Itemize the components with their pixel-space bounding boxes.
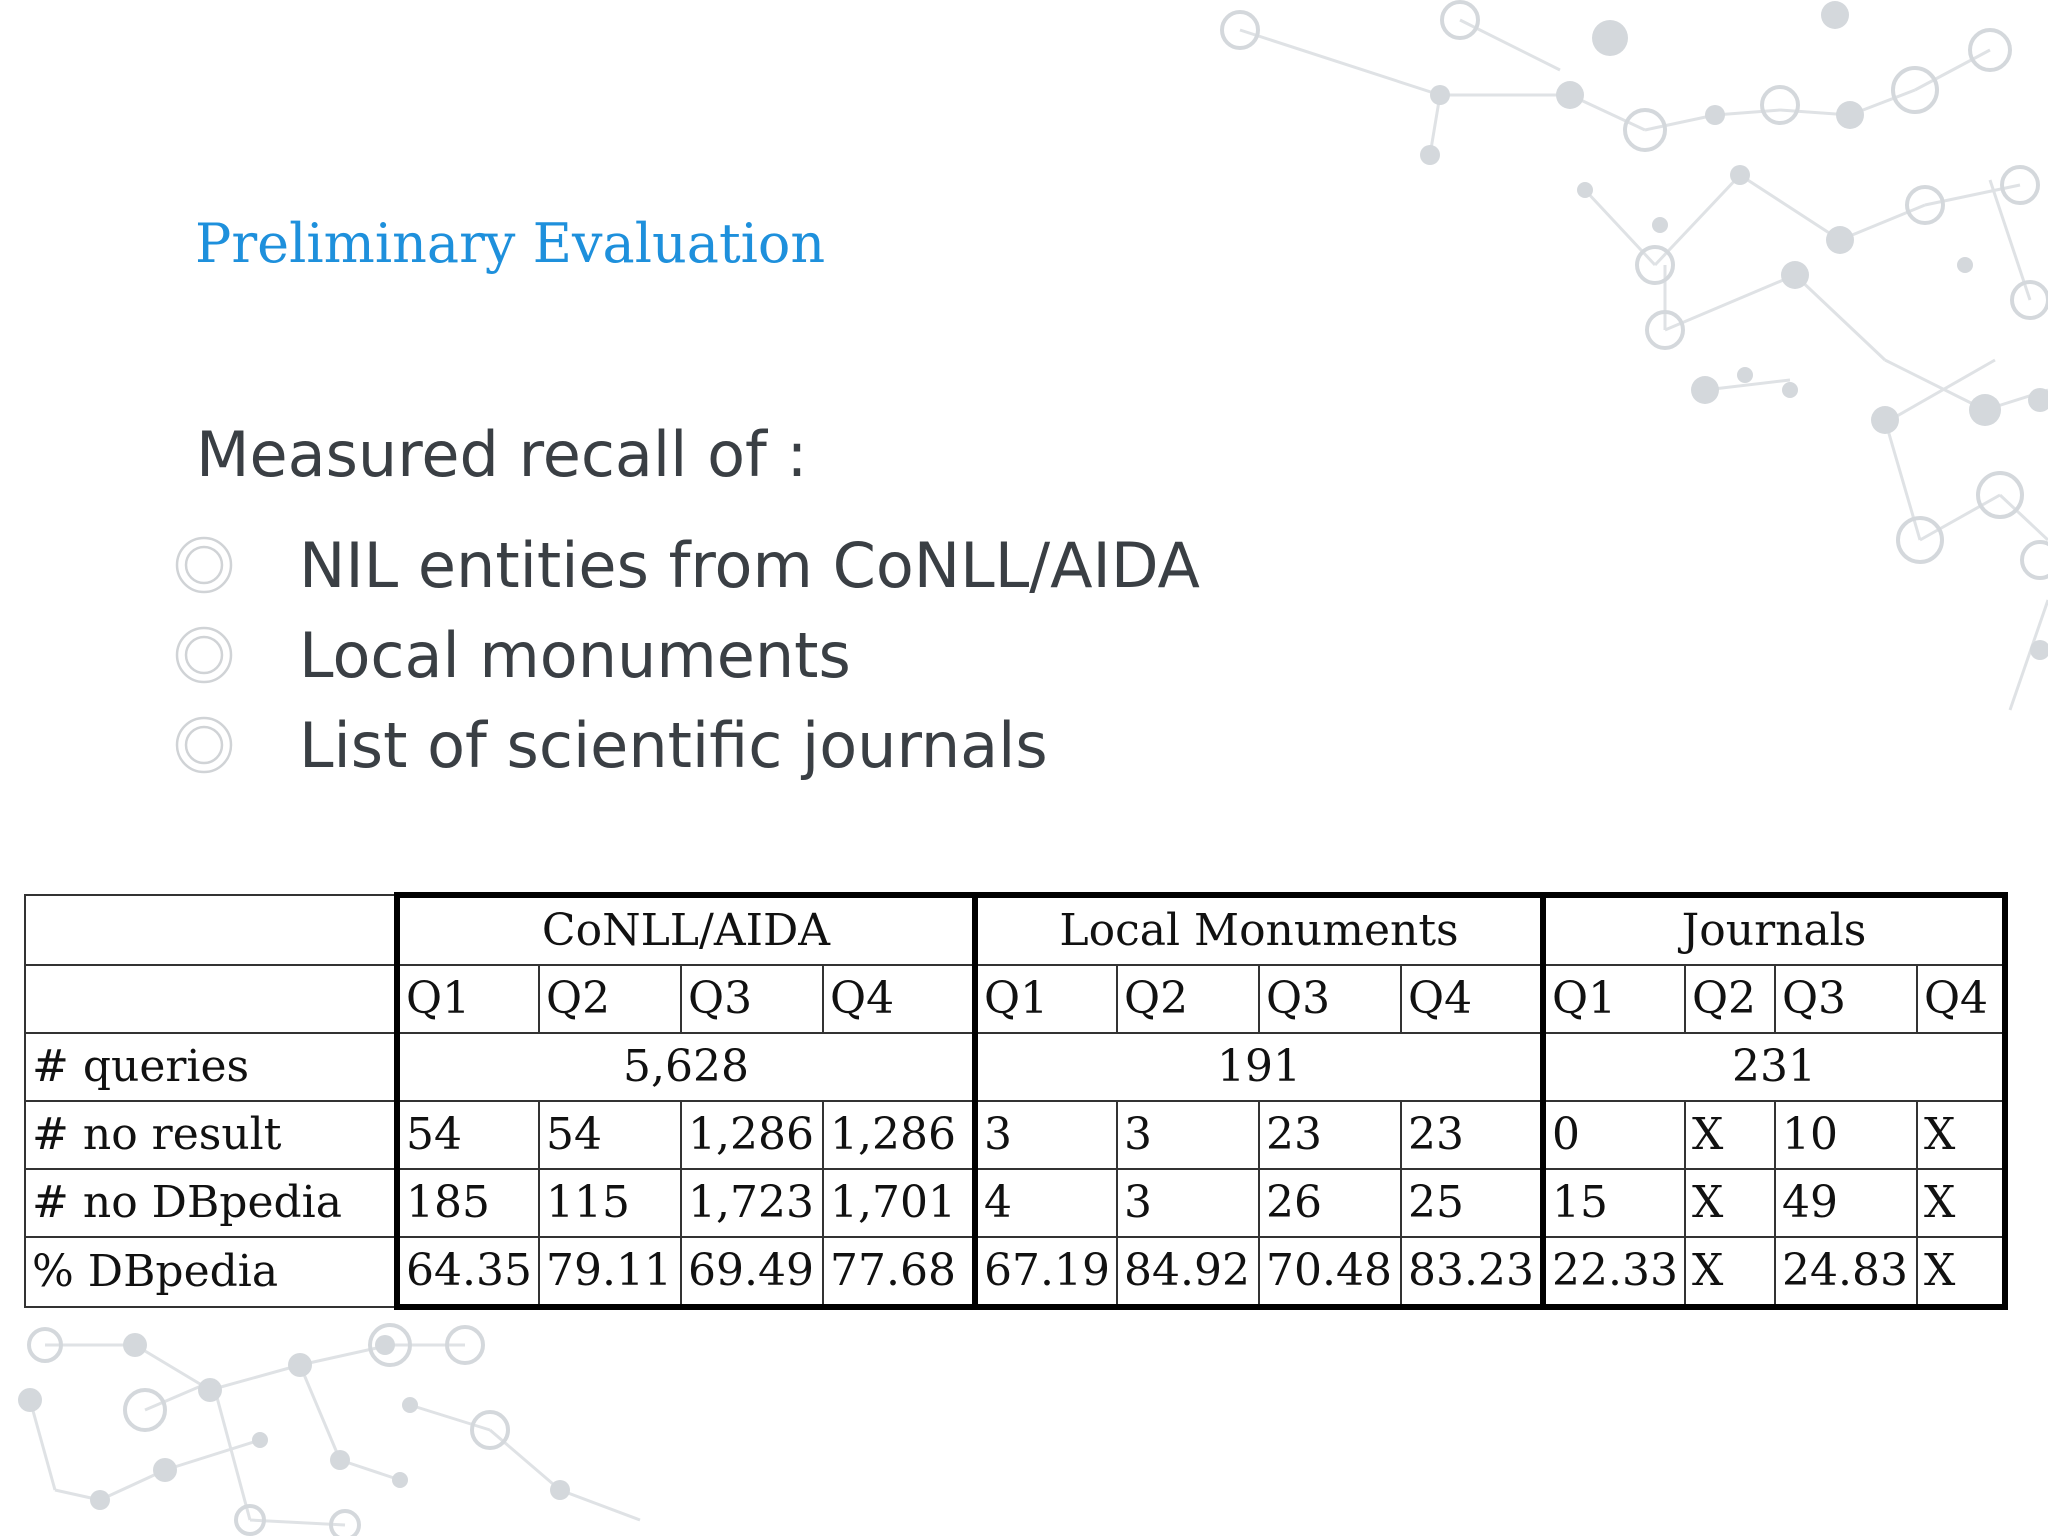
table-cell: 4 bbox=[972, 1168, 1118, 1238]
bullseye-bullet-icon bbox=[175, 536, 233, 594]
table-cell: 185 bbox=[394, 1168, 540, 1238]
table-cell: 3 bbox=[1116, 1168, 1260, 1238]
table-cell: 1,286 bbox=[680, 1100, 824, 1170]
bullseye-bullet-icon bbox=[175, 626, 233, 684]
table-cell: 10 bbox=[1773, 1100, 1918, 1170]
table-row: % DBpedia 64.35 79.11 69.49 77.68 67.19 … bbox=[24, 1236, 2008, 1310]
table-cell: 26 bbox=[1258, 1168, 1402, 1238]
bullseye-bullet-icon bbox=[175, 716, 233, 774]
table-cell: 3 bbox=[972, 1100, 1118, 1170]
slide-title: Preliminary Evaluation bbox=[195, 212, 826, 275]
table-cell: X bbox=[1915, 1100, 2008, 1170]
table-cell: 1,286 bbox=[822, 1100, 978, 1170]
table-cell: 24.83 bbox=[1773, 1236, 1918, 1310]
table-cell: 77.68 bbox=[822, 1236, 978, 1310]
table-cell: 83.23 bbox=[1400, 1236, 1546, 1310]
table-cell: 0 bbox=[1540, 1100, 1686, 1170]
row-label: # queries bbox=[24, 1032, 398, 1102]
bullet-item: List of scientific journals bbox=[175, 700, 1200, 790]
quarter-header: Q1 bbox=[972, 964, 1118, 1034]
table-corner-cell bbox=[24, 894, 398, 966]
quarter-header: Q4 bbox=[822, 964, 978, 1034]
queries-count-conll: 5,628 bbox=[394, 1032, 978, 1102]
quarter-header: Q2 bbox=[538, 964, 682, 1034]
bullet-item: NIL entities from CoNLL/AIDA bbox=[175, 520, 1200, 610]
quarter-header: Q1 bbox=[394, 964, 540, 1034]
table-cell: 23 bbox=[1400, 1100, 1546, 1170]
table-row: # no result 54 54 1,286 1,286 3 3 23 23 … bbox=[24, 1100, 2008, 1170]
quarter-header: Q1 bbox=[1540, 964, 1686, 1034]
table-cell: 54 bbox=[394, 1100, 540, 1170]
table-cell: 25 bbox=[1400, 1168, 1546, 1238]
row-label: # no result bbox=[24, 1100, 398, 1170]
queries-count-journals: 231 bbox=[1540, 1032, 2008, 1102]
table-cell: 64.35 bbox=[394, 1236, 540, 1310]
quarter-header: Q3 bbox=[680, 964, 824, 1034]
group-header-conll: CoNLL/AIDA bbox=[394, 892, 978, 966]
bullet-item: Local monuments bbox=[175, 610, 1200, 700]
table-group-header-row: CoNLL/AIDA Local Monuments Journals bbox=[24, 892, 2008, 966]
quarter-header: Q3 bbox=[1258, 964, 1402, 1034]
table-cell: X bbox=[1915, 1168, 2008, 1238]
table-cell: 49 bbox=[1773, 1168, 1918, 1238]
table-cell: 23 bbox=[1258, 1100, 1402, 1170]
table-cell: 84.92 bbox=[1116, 1236, 1260, 1310]
table-cell: X bbox=[1683, 1236, 1776, 1310]
group-header-journals: Journals bbox=[1540, 892, 2008, 966]
table-cell: 22.33 bbox=[1540, 1236, 1686, 1310]
table-cell: 70.48 bbox=[1258, 1236, 1402, 1310]
bullet-text: Local monuments bbox=[299, 618, 851, 692]
table-cell: 1,723 bbox=[680, 1168, 824, 1238]
quarter-header: Q2 bbox=[1683, 964, 1776, 1034]
table-cell: X bbox=[1683, 1100, 1776, 1170]
table-row: # no DBpedia 185 115 1,723 1,701 4 3 26 … bbox=[24, 1168, 2008, 1238]
bullet-list: NIL entities from CoNLL/AIDA Local monum… bbox=[175, 520, 1200, 790]
queries-count-monuments: 191 bbox=[972, 1032, 1546, 1102]
row-label: % DBpedia bbox=[24, 1236, 398, 1308]
table-cell: 54 bbox=[538, 1100, 682, 1170]
quarter-header: Q4 bbox=[1400, 964, 1546, 1034]
results-table: CoNLL/AIDA Local Monuments Journals Q1 Q… bbox=[24, 892, 2008, 1310]
quarter-header: Q2 bbox=[1116, 964, 1260, 1034]
bullet-text: List of scientific journals bbox=[299, 708, 1048, 782]
table-cell: 69.49 bbox=[680, 1236, 824, 1310]
group-header-monuments: Local Monuments bbox=[972, 892, 1546, 966]
bullet-text: NIL entities from CoNLL/AIDA bbox=[299, 528, 1200, 602]
quarter-header: Q3 bbox=[1773, 964, 1918, 1034]
table-cell: X bbox=[1915, 1236, 2008, 1310]
table-row-queries: # queries 5,628 191 231 bbox=[24, 1032, 2008, 1102]
table-cell: 3 bbox=[1116, 1100, 1260, 1170]
quarter-header: Q4 bbox=[1915, 964, 2008, 1034]
intro-text: Measured recall of : bbox=[196, 418, 808, 491]
table-cell: 15 bbox=[1540, 1168, 1686, 1238]
row-label: # no DBpedia bbox=[24, 1168, 398, 1238]
table-cell: 115 bbox=[538, 1168, 682, 1238]
table-cell: 1,701 bbox=[822, 1168, 978, 1238]
table-quarter-header-row: Q1 Q2 Q3 Q4 Q1 Q2 Q3 Q4 Q1 Q2 Q3 Q4 bbox=[24, 964, 2008, 1034]
table-cell: 67.19 bbox=[972, 1236, 1118, 1310]
table-empty-cell bbox=[24, 964, 398, 1034]
table-cell: 79.11 bbox=[538, 1236, 682, 1310]
table-cell: X bbox=[1683, 1168, 1776, 1238]
